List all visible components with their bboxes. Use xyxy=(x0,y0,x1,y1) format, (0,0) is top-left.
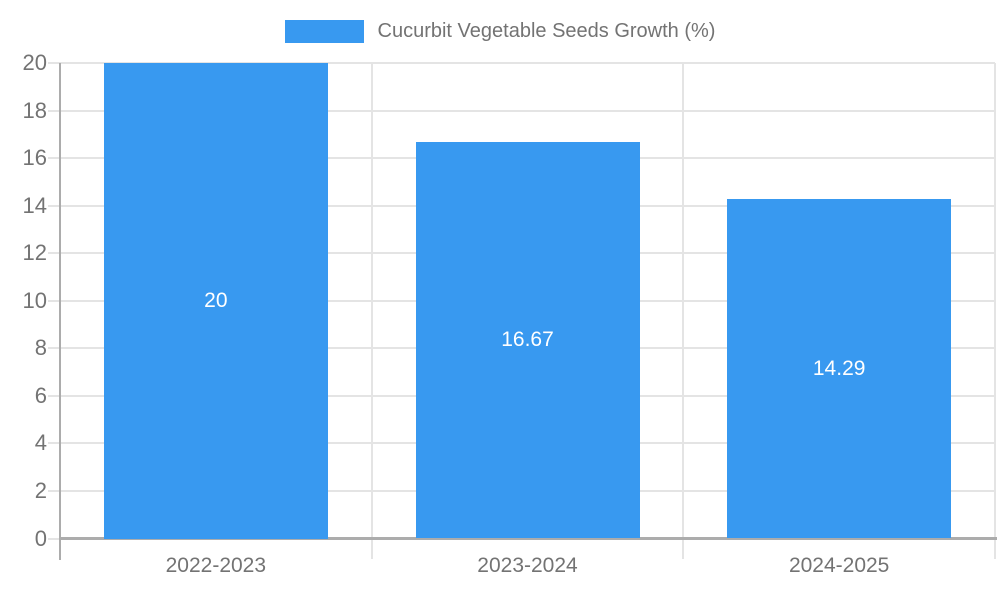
bar xyxy=(103,63,328,539)
y-tick-label: 0 xyxy=(34,525,47,551)
y-gridline xyxy=(48,109,995,112)
y-gridline xyxy=(48,62,995,64)
y-tick-label: 16 xyxy=(22,145,47,171)
bar xyxy=(415,142,640,539)
y-tick-label: 12 xyxy=(22,240,47,266)
y-tick-label: 8 xyxy=(34,335,47,361)
y-axis-line xyxy=(59,63,61,560)
y-tick-label: 18 xyxy=(22,97,47,123)
x-tick-label: 2023-2024 xyxy=(477,554,578,577)
legend[interactable]: Cucurbit Vegetable Seeds Growth (%) xyxy=(0,20,1000,43)
bar-value-label: 16.67 xyxy=(501,328,554,352)
category-separator xyxy=(994,63,996,559)
x-tick-label: 2022-2023 xyxy=(165,554,267,577)
x-axis-line xyxy=(59,537,997,540)
y-tick-label: 4 xyxy=(34,430,47,456)
category-separator xyxy=(370,63,373,559)
y-tick-label: 10 xyxy=(22,287,47,313)
bar xyxy=(727,198,952,539)
legend-swatch xyxy=(284,20,364,43)
bar-value-label: 14.29 xyxy=(812,356,866,380)
category-separator xyxy=(682,63,685,559)
y-tick-label: 2 xyxy=(34,477,47,503)
x-tick-label: 2024-2025 xyxy=(788,554,890,577)
bar-value-label: 20 xyxy=(204,288,228,312)
y-tick-label: 6 xyxy=(34,382,47,408)
y-tick-label: 20 xyxy=(22,50,47,75)
legend-label: Cucurbit Vegetable Seeds Growth (%) xyxy=(377,20,716,42)
y-tick-label: 14 xyxy=(22,192,47,218)
